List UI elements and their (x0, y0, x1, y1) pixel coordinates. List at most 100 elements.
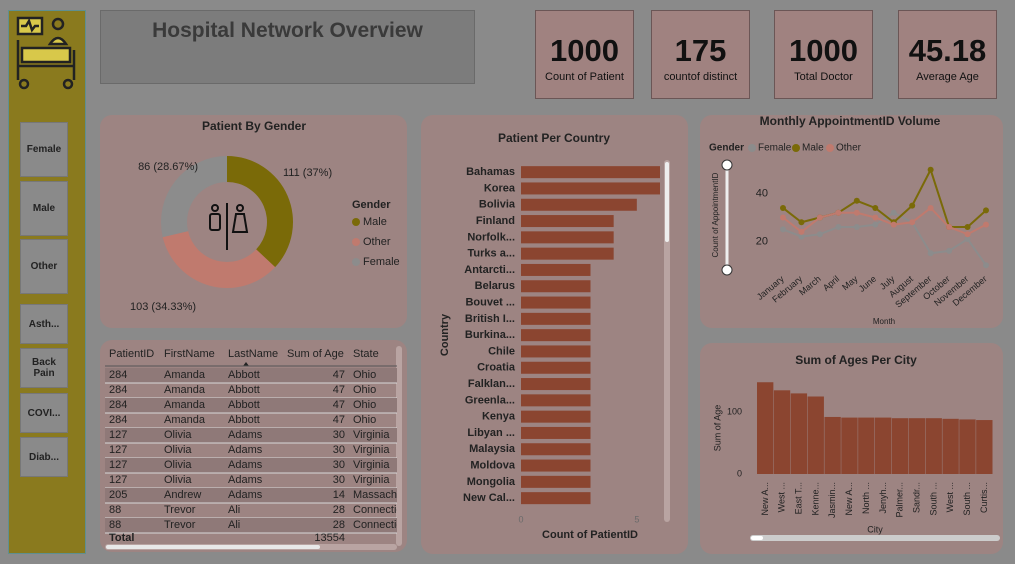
table-cell: 30 (333, 429, 345, 441)
data-label: 111 (37%) (283, 167, 332, 179)
data-table: PatientID FirstName LastName Sum of Age Stat… (105, 348, 411, 544)
table-cell: Adams (228, 444, 263, 456)
table-cell: 284 (109, 399, 127, 411)
bar (521, 280, 591, 293)
table-cell: 30 (333, 444, 345, 456)
x-tick-label: May (840, 273, 860, 292)
x-tick-label: Palmer... (895, 482, 905, 518)
line-point (798, 228, 805, 235)
line-point (780, 226, 786, 233)
row-band (105, 488, 397, 503)
x-tick-label: South ... (928, 482, 938, 516)
table-cell: Ali (228, 504, 240, 516)
legend-label: Female (363, 256, 400, 268)
legend-swatch (826, 144, 834, 152)
bar (521, 361, 591, 374)
x-tick-label: April (821, 274, 841, 293)
table-cell: Ohio (353, 384, 376, 396)
line-point (983, 262, 989, 269)
bar (521, 426, 591, 439)
y-tick-label: 0 (737, 468, 742, 478)
table-cell: Virginia (353, 474, 390, 486)
x-tick-label: Jasmin... (827, 482, 837, 518)
slicer-button[interactable]: Asth... (20, 304, 68, 344)
line-point (927, 166, 934, 173)
table-cell: 47 (333, 399, 345, 411)
table-cell: 28 (333, 504, 345, 516)
y-tick-label: Turks a... (468, 248, 515, 260)
kpi-label: countof distinct (663, 71, 738, 83)
table-cell: Trevor (164, 519, 196, 531)
slider-handle[interactable] (721, 159, 733, 171)
bar (858, 417, 875, 474)
bar (521, 312, 591, 325)
line-point (872, 204, 879, 211)
table-cell: 127 (109, 459, 127, 471)
slider-handle[interactable] (721, 264, 733, 276)
x-tick-label: 0 (518, 514, 523, 524)
table-cell: Adams (228, 459, 263, 471)
y-tick-label: 100 (727, 406, 742, 416)
y-tick-label: Bouvet ... (465, 296, 515, 308)
row-band (105, 428, 397, 443)
legend-swatch (352, 238, 360, 246)
slicer-button[interactable]: Male (20, 181, 68, 236)
kpi-value: 175 (674, 33, 727, 68)
table-cell: 127 (109, 474, 127, 486)
bar (521, 247, 614, 260)
bar (521, 492, 591, 505)
data-label: 86 (28.67%) (138, 161, 198, 173)
total-label: Total (109, 532, 134, 544)
table-cell: Olivia (164, 444, 192, 456)
table-cell: Virginia (353, 444, 390, 456)
line-point (798, 233, 805, 240)
table-cell: 88 (109, 504, 121, 516)
line-point (835, 224, 842, 231)
table-cell: Abbott (228, 414, 260, 426)
line-point (964, 224, 971, 231)
table-cell: Adams (228, 429, 263, 441)
bar (790, 393, 808, 474)
table-cell: 47 (333, 414, 345, 426)
kpi-value: 1000 (789, 33, 858, 68)
line-point (816, 231, 823, 238)
slicer-button[interactable]: Female (20, 122, 68, 177)
x-tick-label: East T... (794, 482, 804, 514)
legend-title: Gender (352, 199, 391, 211)
chart-title: Patient Per Country (498, 131, 610, 145)
slicer-button[interactable]: Other (20, 239, 68, 294)
bar (824, 416, 841, 474)
row-band (105, 458, 397, 473)
bar (841, 417, 858, 474)
bar (521, 263, 591, 276)
bar (521, 182, 660, 195)
axis-label: Month (873, 317, 895, 326)
legend-label: Other (836, 143, 862, 154)
table-cell: Connecticut (353, 519, 411, 531)
line-point (872, 214, 879, 221)
table-cell: Amanda (164, 414, 206, 426)
y-tick-label: Moldova (470, 459, 515, 471)
legend-swatch (352, 258, 360, 266)
table-cell: 127 (109, 444, 127, 456)
kpi-label: Count of Patient (545, 71, 624, 83)
x-tick-label: New A... (844, 482, 854, 516)
kpi-card: 1000 Total Doctor (774, 10, 873, 99)
legend-label: Male (802, 143, 824, 154)
bar (891, 418, 909, 474)
slicer-button[interactable]: Back Pain (20, 348, 68, 388)
bar (908, 418, 926, 474)
line-point (964, 231, 971, 238)
slicer-button[interactable]: COVI... (20, 393, 68, 433)
column-header: LastName (228, 348, 278, 360)
slicer-button[interactable]: Diab... (20, 437, 68, 477)
line-point (780, 214, 786, 221)
bar (521, 166, 660, 179)
x-tick-label: 5 (634, 514, 639, 524)
pie-slice (161, 156, 227, 238)
line-point (927, 204, 934, 211)
y-tick-label: Croatia (477, 362, 516, 374)
scroll-thumb (106, 545, 320, 549)
bar (521, 394, 591, 407)
